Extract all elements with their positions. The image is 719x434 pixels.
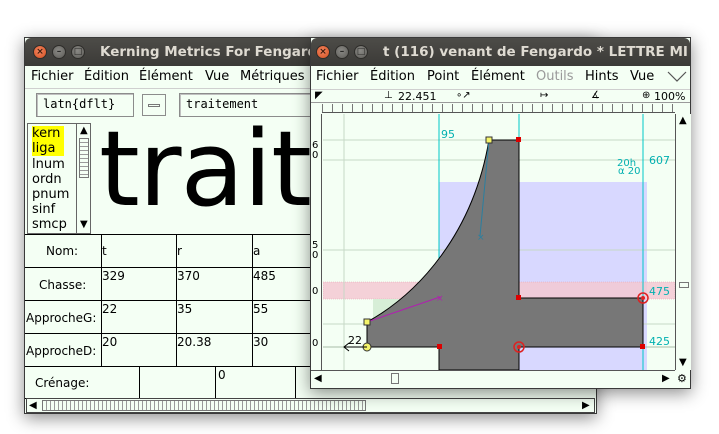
glyph-menu-outils: Outils — [536, 69, 574, 84]
vector-icon: ↦ — [540, 90, 549, 101]
glyph-name-r[interactable]: r — [177, 235, 253, 268]
row-label-kern: Crénage: — [25, 367, 140, 399]
glyph-menu-point[interactable]: Point — [427, 69, 460, 84]
feature-item-pnum[interactable]: pnum — [32, 187, 70, 202]
close-button[interactable]: × — [33, 45, 47, 59]
feature-list[interactable]: kern liga lnum ordn pnum sinf smcp ▲ ▼ — [27, 123, 91, 234]
glyph-vscroll-thumb[interactable] — [679, 282, 689, 288]
top-ruler — [322, 104, 675, 113]
pointer-icon: ◤ — [315, 90, 323, 101]
left-ruler — [311, 114, 322, 370]
x-height-label: 607 — [649, 154, 670, 167]
kern-field-t-r[interactable] — [140, 367, 216, 399]
kerning-scroll-thumb[interactable] — [42, 400, 366, 411]
hint-425-label: 425 — [649, 335, 670, 348]
glyph-hscroll-thumb[interactable] — [391, 373, 399, 384]
glyph-menu-hints[interactable]: Hints — [585, 69, 619, 84]
glyph-maximize-button[interactable]: □ — [354, 45, 368, 59]
glyph-close-button[interactable]: × — [316, 45, 330, 59]
glyph-name-t[interactable]: t — [102, 235, 177, 268]
feature-item-lnum[interactable]: lnum — [32, 157, 65, 172]
point-top-left[interactable] — [485, 136, 493, 144]
feature-item-liga[interactable]: liga — [32, 141, 64, 156]
feature-item-kern[interactable]: kern — [32, 126, 64, 141]
menu-fichier[interactable]: Fichier — [31, 69, 74, 84]
svg-text:×: × — [477, 233, 485, 243]
glyph-title-bar[interactable]: × – □ t (116) venant de Fengardo * LETTR… — [311, 38, 690, 66]
row-label-name: Nom: — [25, 235, 102, 268]
menu-vue[interactable]: Vue — [205, 69, 230, 84]
maximize-button[interactable]: □ — [71, 45, 85, 59]
glyph-menu-element[interactable]: Élément — [471, 69, 525, 84]
coordinate-icon: ⊥ — [384, 90, 393, 101]
glyph-window: × – □ t (116) venant de Fengardo * LETTR… — [310, 37, 691, 389]
hint-475-label: 475 — [649, 285, 670, 298]
glyph-menu-bar: Fichier Édition Point Élément Outils Hin… — [311, 67, 690, 87]
row-label-rsb: ApprocheD: — [25, 334, 102, 367]
ruler-label-0b: 0 — [312, 250, 319, 261]
ruler-label-0d: 0 — [312, 338, 319, 349]
row-label-advance: Chasse: — [25, 268, 102, 301]
feature-item-ordn[interactable]: ordn — [32, 172, 62, 187]
left-guide-label: 95 — [441, 128, 455, 141]
rsb-field-t[interactable]: 20 — [102, 334, 177, 367]
glyph-minimize-button[interactable]: – — [335, 45, 349, 59]
feature-list-scrollbar[interactable]: ▲ ▼ — [76, 124, 90, 233]
script-dropdown-button[interactable] — [142, 94, 166, 116]
lsb-field-t[interactable]: 22 — [102, 301, 177, 334]
ruler-label-5: 5 — [312, 240, 319, 251]
metrics-grid: Nom: t r a Chasse: 329 370 485 ApprocheG… — [25, 234, 325, 399]
zoom-readout: 100% — [654, 90, 686, 103]
menu-edition[interactable]: Édition — [84, 69, 129, 84]
ruler-label-0a: 0 — [312, 150, 319, 161]
zoom-icon: ⊕ — [642, 90, 651, 101]
glyph-horizontal-scrollbar[interactable]: ◀ ▶ — [311, 370, 675, 386]
feature-list-scroll-thumb[interactable] — [79, 138, 89, 178]
glyph-menu-vue[interactable]: Vue — [630, 69, 655, 84]
point-foot[interactable] — [437, 344, 442, 349]
text-input[interactable]: traitement — [179, 93, 319, 117]
feature-item-smcp[interactable]: smcp — [32, 217, 67, 232]
angle-icon: ∡ — [591, 90, 600, 101]
cap-height-label: 20h — [617, 158, 637, 169]
point-bar-left-bottom[interactable] — [513, 341, 525, 353]
point-bar-right-bottom[interactable] — [640, 344, 645, 349]
rsb-field-r[interactable]: 20.38 — [177, 334, 253, 367]
kerning-horizontal-scrollbar[interactable]: ◀ ▶ — [26, 398, 595, 413]
info-toolbar: ◤ ⊥ 22.451 ∘↗ ↦ ∡ ⊕ 100% — [311, 89, 690, 103]
point-top-right[interactable] — [516, 137, 521, 142]
ruler-label-6: 6 — [312, 140, 319, 151]
kerning-window-title: Kerning Metrics For Fengardo — [100, 44, 327, 60]
ruler-label-0c: 0 — [312, 286, 319, 297]
glyph-menu-fichier[interactable]: Fichier — [316, 69, 359, 84]
menu-element[interactable]: Élément — [139, 69, 193, 84]
glyph-menu-edition[interactable]: Édition — [370, 69, 415, 84]
kern-field-r-a[interactable]: 0 — [216, 367, 296, 399]
advance-field-r[interactable]: 370 — [177, 268, 253, 301]
x-coordinate-readout: 22.451 — [398, 90, 437, 103]
feature-item-sinf[interactable]: sinf — [32, 202, 56, 217]
cap-height-label-2: α 20 — [618, 166, 641, 177]
glyph-window-title: t (116) venant de Fengardo * LETTRE MI — [383, 44, 688, 60]
advance-field-t[interactable]: 329 — [102, 268, 177, 301]
lsb-field-r[interactable]: 35 — [177, 301, 253, 334]
point-curve-start[interactable] — [363, 318, 371, 326]
distance-icon: ∘↗ — [456, 90, 471, 101]
glyph-vertical-scrollbar[interactable]: ▲ ▼ — [675, 114, 691, 370]
svg-text:×: × — [436, 294, 444, 304]
script-field[interactable]: latn{dflt} — [36, 93, 134, 117]
lsb-label: 22 — [348, 334, 362, 347]
magnify-corner-icon[interactable]: ⚙ — [677, 372, 687, 385]
glyph-t-outline[interactable] — [366, 139, 644, 370]
glyph-canvas[interactable]: × × — [323, 114, 675, 370]
menu-overflow-icon[interactable] — [667, 71, 687, 83]
row-label-lsb: ApprocheG: — [25, 301, 102, 334]
point-bar-right-top[interactable] — [637, 292, 649, 304]
menu-metriques[interactable]: Métriques — [240, 69, 305, 84]
minimize-button[interactable]: – — [52, 45, 66, 59]
point-stem-corner[interactable] — [516, 295, 521, 300]
